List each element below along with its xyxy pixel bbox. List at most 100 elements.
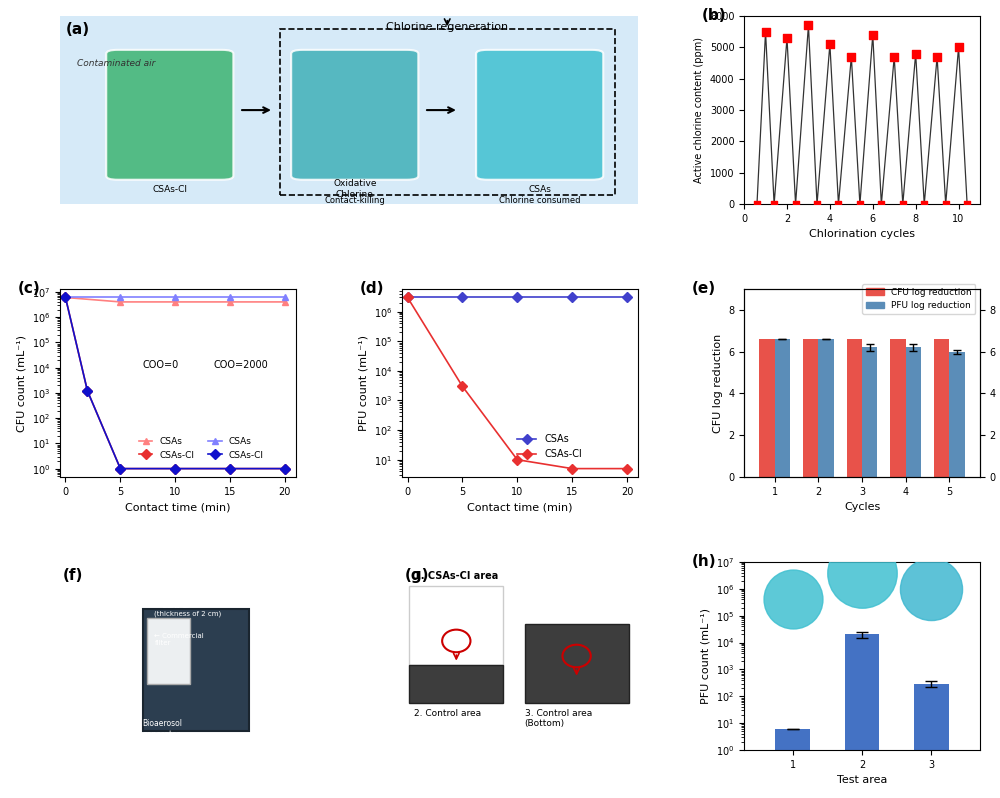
CSAs-Cl (COO=0)	[224, 464, 236, 473]
Text: Virus-containing
aerosols: Virus-containing aerosols	[65, 596, 128, 615]
Bar	[845, 634, 879, 798]
Text: 3. Control area
(Bottom): 3. Control area (Bottom)	[525, 709, 592, 728]
CSAs-Cl (COO=2000)	[224, 464, 236, 473]
CSAs (COO=2000)	[279, 293, 291, 302]
CSAs (COO=2000)	[169, 293, 181, 302]
Line: CSAs: CSAs	[404, 294, 630, 301]
Point	[822, 38, 838, 50]
Text: CSAs: CSAs	[528, 184, 551, 194]
Point	[749, 198, 765, 211]
CSAs-Cl (COO=2000)	[59, 293, 71, 302]
Point	[779, 32, 795, 45]
CSAs-Cl	[621, 464, 633, 473]
Bar	[949, 352, 965, 477]
Legend: CFU log reduction, PFU log reduction: CFU log reduction, PFU log reduction	[862, 284, 975, 314]
Bar	[818, 339, 834, 477]
CSAs (COO=2000)	[114, 293, 126, 302]
Point	[938, 198, 954, 211]
Point	[766, 198, 782, 211]
Bar	[906, 347, 921, 477]
Text: (h): (h)	[692, 555, 717, 569]
CSAs	[621, 293, 633, 302]
X-axis label: Chlorination cycles: Chlorination cycles	[809, 230, 915, 239]
CSAs-Cl (COO=0)	[81, 386, 93, 396]
Y-axis label: PFU count (mL⁻¹): PFU count (mL⁻¹)	[358, 335, 368, 431]
Y-axis label: CFU log reduction: CFU log reduction	[713, 334, 723, 433]
X-axis label: Contact time (min): Contact time (min)	[125, 503, 231, 512]
X-axis label: Cycles: Cycles	[844, 503, 880, 512]
Line: CSAs (COO=0): CSAs (COO=0)	[62, 294, 288, 306]
Point	[959, 198, 975, 211]
Text: Chlorine consumed: Chlorine consumed	[499, 196, 580, 205]
Text: ← Commercial
filter: ← Commercial filter	[154, 634, 204, 646]
CSAs-Cl (COO=2000)	[114, 464, 126, 473]
Bar	[775, 729, 810, 798]
CSAs-Cl	[402, 293, 414, 302]
CSAs-Cl	[566, 464, 578, 473]
Text: CSAs-Cl: CSAs-Cl	[152, 184, 187, 194]
Point	[843, 50, 859, 63]
Point	[929, 50, 945, 63]
Bar	[914, 684, 949, 798]
Y-axis label: PFU count (mL⁻¹): PFU count (mL⁻¹)	[700, 608, 710, 704]
FancyBboxPatch shape	[409, 587, 503, 666]
Point	[830, 198, 846, 211]
Text: Oxidative
Chlorine: Oxidative Chlorine	[333, 180, 377, 199]
CSAs-Cl (COO=0)	[59, 293, 71, 302]
Text: Contaminated air: Contaminated air	[77, 58, 156, 68]
X-axis label: Test area: Test area	[837, 776, 887, 785]
Bar	[803, 339, 818, 477]
CSAs-Cl (COO=0)	[279, 464, 291, 473]
Y-axis label: Active chlorine content (ppm): Active chlorine content (ppm)	[694, 37, 704, 183]
Point	[800, 19, 816, 32]
Text: 2. Control area: 2. Control area	[414, 709, 481, 717]
Text: Bioaerosol
generator: Bioaerosol generator	[143, 720, 183, 739]
X-axis label: Contact time (min): Contact time (min)	[467, 503, 573, 512]
FancyBboxPatch shape	[60, 16, 638, 204]
Point	[854, 567, 870, 579]
Point	[809, 198, 825, 211]
Text: (c): (c)	[18, 282, 40, 296]
CSAs (COO=0)	[114, 297, 126, 306]
Text: COO=0: COO=0	[143, 360, 179, 370]
Text: 1. CSAs-Cl area: 1. CSAs-Cl area	[414, 571, 498, 581]
Text: Chlorine regeneration: Chlorine regeneration	[386, 22, 508, 32]
Text: ← CSAs-Cl
(thickness of 2 cm): ← CSAs-Cl (thickness of 2 cm)	[154, 603, 222, 617]
CSAs-Cl (COO=0)	[114, 464, 126, 473]
Text: COO=2000: COO=2000	[213, 360, 268, 370]
Text: Contact-killing: Contact-killing	[324, 196, 385, 205]
Legend: CSAs, CSAs-Cl: CSAs, CSAs-Cl	[513, 430, 586, 463]
Point	[758, 26, 774, 38]
CSAs-Cl (COO=2000)	[279, 464, 291, 473]
Point	[895, 198, 911, 211]
CSAs-Cl	[456, 381, 468, 391]
Text: (e): (e)	[692, 282, 716, 296]
Line: CSAs (COO=2000): CSAs (COO=2000)	[62, 294, 288, 301]
CSAs	[456, 293, 468, 302]
FancyBboxPatch shape	[106, 49, 233, 180]
Bar	[775, 339, 790, 477]
CSAs (COO=0)	[59, 293, 71, 302]
CSAs (COO=0)	[224, 297, 236, 306]
CSAs-Cl (COO=2000)	[81, 386, 93, 396]
Bar	[759, 339, 775, 477]
Point	[852, 198, 868, 211]
Point	[908, 47, 924, 60]
Text: (f): (f)	[62, 567, 83, 583]
Point	[873, 198, 889, 211]
Point	[785, 593, 801, 606]
CSAs (COO=2000)	[59, 293, 71, 302]
CSAs	[402, 293, 414, 302]
CSAs	[566, 293, 578, 302]
CSAs-Cl (COO=2000)	[169, 464, 181, 473]
Point	[923, 583, 939, 595]
FancyBboxPatch shape	[143, 609, 249, 731]
CSAs (COO=0)	[279, 297, 291, 306]
Text: (a): (a)	[66, 22, 90, 37]
FancyBboxPatch shape	[476, 49, 603, 180]
Point	[788, 198, 804, 211]
Bar	[847, 339, 862, 477]
Legend: CSAs, CSAs-Cl, CSAs, CSAs-Cl: CSAs, CSAs-Cl, CSAs, CSAs-Cl	[135, 433, 268, 463]
Point	[916, 198, 932, 211]
FancyBboxPatch shape	[525, 624, 629, 703]
